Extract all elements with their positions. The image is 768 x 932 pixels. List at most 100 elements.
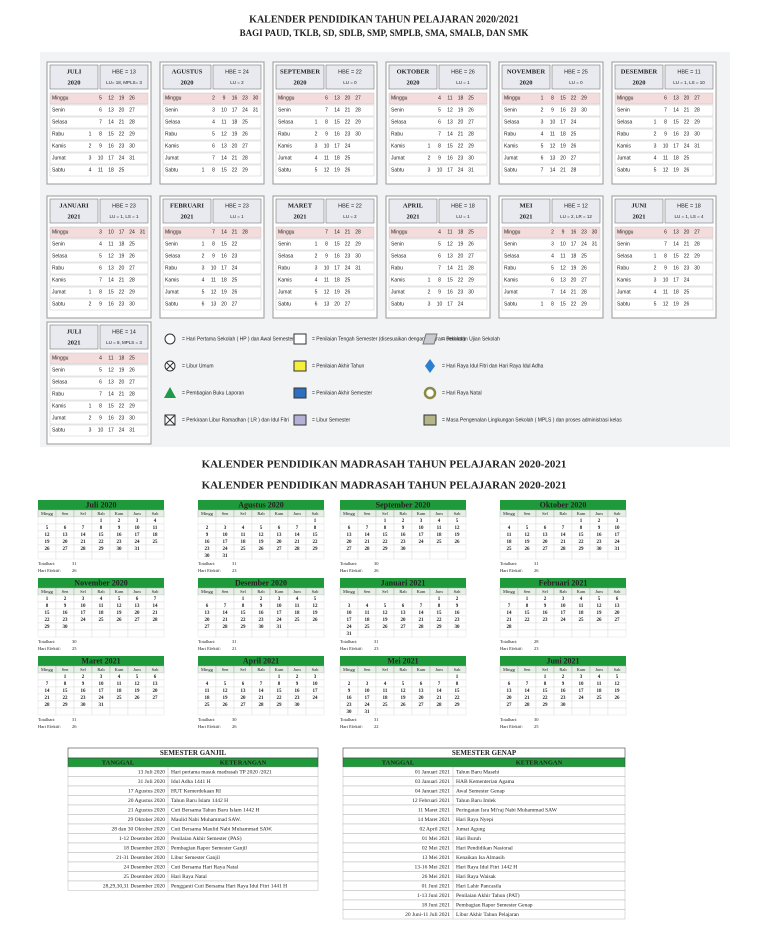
date: 28 — [242, 229, 248, 235]
day-head: Jum — [293, 511, 301, 516]
date: 6 — [99, 265, 102, 271]
day-row — [388, 298, 488, 311]
date: 11 — [108, 355, 113, 361]
day-row — [49, 352, 149, 365]
month-name: MARET — [288, 202, 313, 209]
date-cell — [37, 672, 57, 681]
day-name: Selasa — [165, 253, 181, 259]
date: 20 — [232, 143, 238, 149]
total-label: Totalhari: — [198, 639, 215, 644]
day-row — [388, 116, 488, 129]
date: 26 — [345, 167, 351, 173]
card-header-left — [162, 64, 212, 90]
grid-date: 2 — [260, 597, 263, 602]
grid-date: 29 — [543, 703, 549, 708]
grid-date: 21 — [507, 618, 513, 623]
day-head: Mingg — [201, 589, 214, 594]
date-cell — [553, 516, 573, 525]
grid-date: 18 — [295, 611, 301, 616]
date: 3 — [202, 265, 205, 271]
date-cell — [517, 672, 537, 681]
grid-date: 22 — [455, 696, 461, 701]
card-header-right — [664, 64, 714, 90]
total-value: 31 — [534, 561, 539, 566]
day-name: Senin — [165, 107, 178, 113]
effective-value: 25 — [534, 724, 539, 729]
row-box — [67, 880, 319, 891]
day-name: Senin — [52, 241, 65, 247]
date: 28 — [355, 107, 361, 113]
day-name: Sabtu — [165, 301, 178, 307]
grid-date: 28 — [561, 547, 567, 552]
date-cell — [287, 707, 307, 716]
date-cell — [607, 551, 627, 560]
day-head: Sen — [222, 667, 230, 672]
date: 8 — [664, 119, 667, 125]
grid-date: 13 — [241, 689, 247, 694]
grid-date: 28 — [223, 625, 229, 630]
total-value: 28 — [534, 639, 539, 644]
date-cell — [91, 551, 111, 560]
top-subtitle: BAGI PAUD, TKLB, SD, SDLB, SMP, SMPLB, S… — [240, 28, 529, 38]
date-cell — [145, 551, 165, 560]
grid-date: 20 — [63, 540, 69, 545]
date-cell — [127, 551, 147, 560]
grid-month: Juni 2021 — [546, 656, 579, 665]
total-value: 31 — [232, 639, 237, 644]
date: 1 — [541, 95, 544, 101]
grid-month: September 2020 — [376, 500, 431, 509]
date: 2 — [541, 107, 544, 113]
day-row — [49, 286, 149, 299]
grid-date: 4 — [580, 597, 583, 602]
grid-date: 16 — [597, 533, 603, 538]
grid-date: 21 — [223, 618, 229, 623]
date-cell — [233, 551, 253, 560]
hbe: HBE = 14 — [112, 329, 136, 335]
date: 22 — [684, 253, 690, 259]
day-row — [614, 164, 714, 177]
date-cell — [55, 551, 75, 560]
date: 30 — [592, 229, 598, 235]
date: 31 — [468, 167, 474, 173]
grid-date: 21 — [419, 618, 425, 623]
date: 9 — [99, 415, 102, 421]
date: 6 — [99, 379, 102, 385]
row-date: 28 dan 30 Oktober 2020 — [112, 826, 166, 832]
date: 9 — [325, 253, 328, 259]
hbe: HBE = 22 — [338, 69, 362, 75]
date: 28 — [468, 131, 474, 137]
date-cell — [197, 594, 217, 603]
grid-date: 30 — [597, 547, 603, 552]
date: 10 — [108, 229, 114, 235]
date: 14 — [673, 241, 679, 247]
date: 14 — [221, 229, 227, 235]
grid-date: 16 — [543, 611, 549, 616]
date-cell — [447, 551, 467, 560]
day-name: Minggu — [165, 229, 182, 235]
grid-date: 31 — [135, 547, 141, 552]
legend-icon — [166, 362, 174, 370]
date-cell — [589, 700, 609, 709]
day-row — [501, 238, 601, 251]
effective-label: Hari Efektif: — [340, 724, 363, 729]
grid-date: 18 — [153, 533, 159, 538]
date: 5 — [541, 143, 544, 149]
row-desc: Pengganti Cuti Bersama Hari Raya Idul Fi… — [171, 883, 287, 889]
grid-date: 31 — [615, 547, 621, 552]
date-cell — [251, 707, 271, 716]
day-head: Kam — [115, 667, 124, 672]
day-row — [501, 274, 601, 287]
day-name: Minggu — [278, 229, 295, 235]
day-head: Jum — [595, 511, 603, 516]
month-name: SEPTEMBER — [280, 68, 320, 75]
grid-date: 11 — [153, 526, 158, 531]
grid-date: 7 — [366, 526, 369, 531]
date-cell — [499, 672, 519, 681]
grid-date: 23 — [455, 618, 461, 623]
date-cell — [571, 622, 591, 631]
date-cell — [411, 707, 431, 716]
day-row — [275, 286, 375, 299]
grid-date: 13 — [63, 533, 69, 538]
grid-date: 22 — [277, 696, 283, 701]
grid-date: 17 — [81, 611, 87, 616]
